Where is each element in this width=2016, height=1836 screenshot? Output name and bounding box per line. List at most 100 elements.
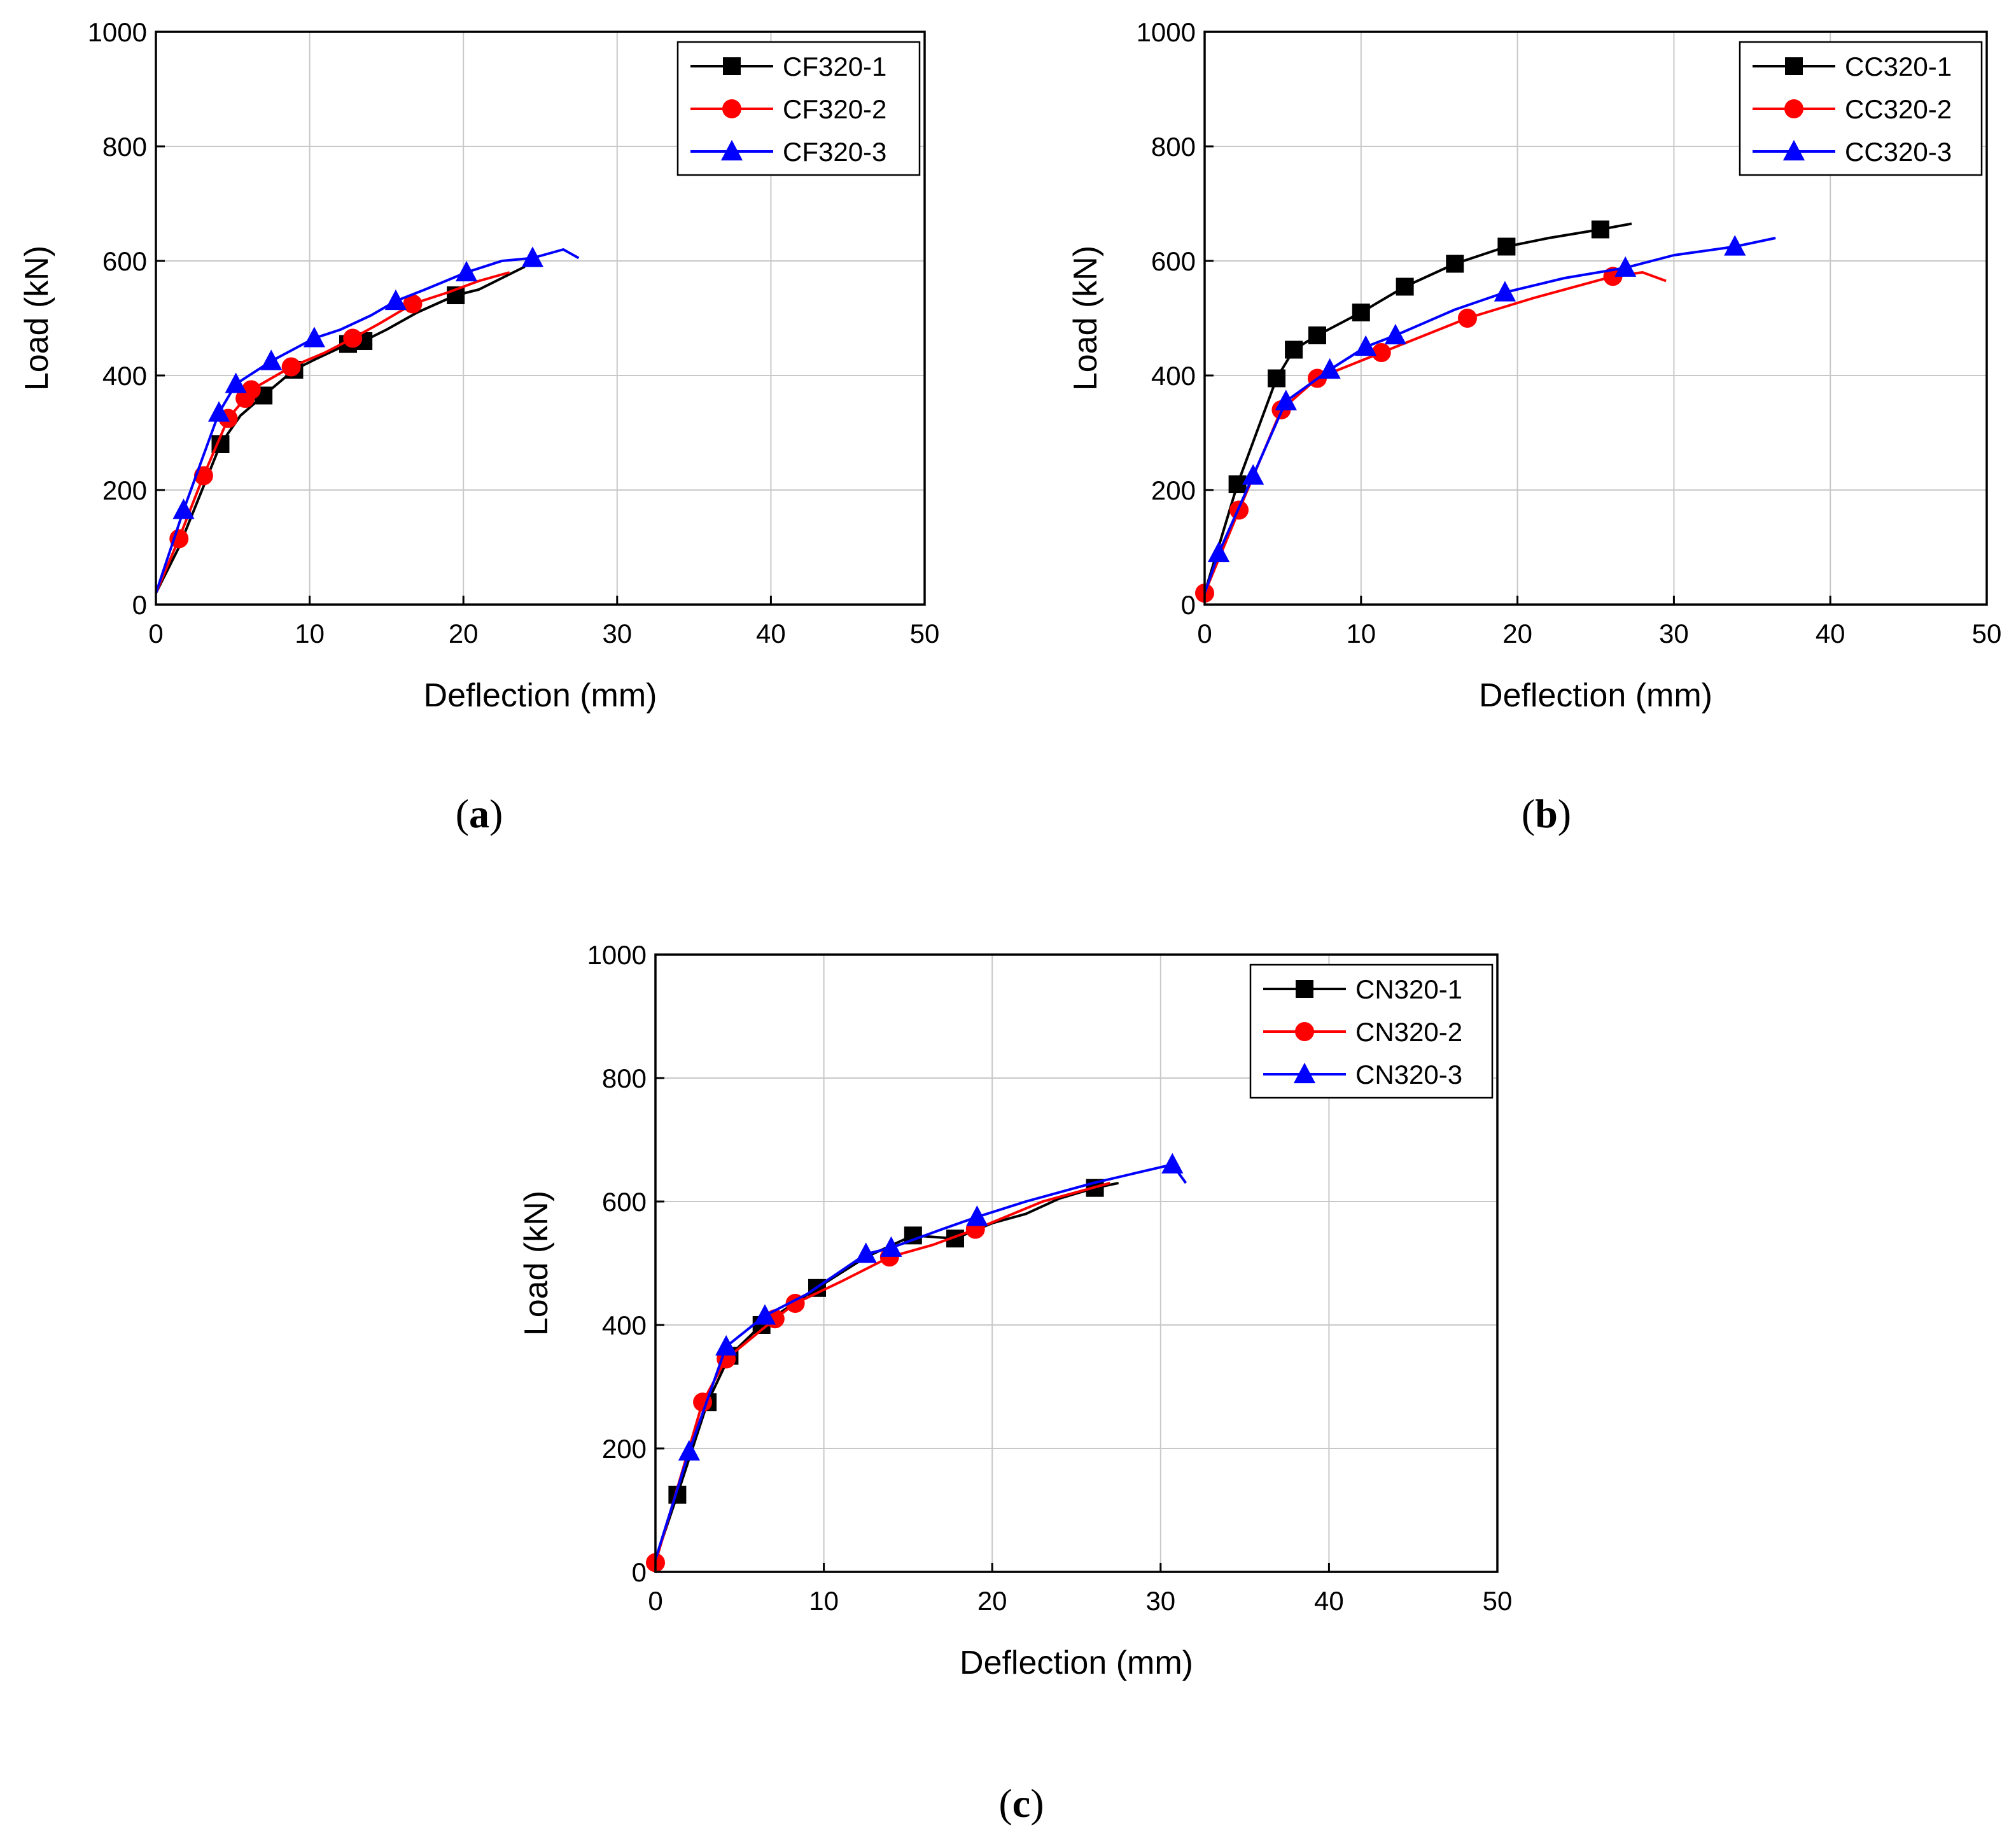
x-axis-label: Deflection (mm): [960, 1644, 1193, 1681]
data-point-CC320-1: [1352, 304, 1370, 321]
legend-marker-CF320-3: [720, 139, 743, 161]
panel-caption: (a): [456, 791, 503, 836]
data-point-CF320-3: [207, 401, 230, 422]
series-line-CC320-3: [1203, 237, 1776, 594]
data-point-CN320-3: [855, 1242, 877, 1263]
series-line-CF320-3: [155, 248, 580, 594]
x-tick-label: 50: [910, 619, 940, 648]
chart-panel-b: 0 10 20 30 40 50 0 200 400 600 800 1000 Deflection (…: [1067, 17, 2001, 836]
y-tick-label: 1000: [1137, 17, 1196, 47]
legend: CF320-1 CF320-2 CF320-3: [676, 41, 921, 176]
x-tick-label: 40: [1816, 619, 1845, 648]
data-point-CN320-3: [753, 1304, 776, 1325]
x-tick-label: 20: [1502, 619, 1532, 648]
data-point-CN320-3: [880, 1236, 902, 1257]
y-tick-label: 600: [602, 1187, 647, 1217]
plot-frame: [654, 953, 1499, 1573]
legend-label: CN320-3: [1355, 1060, 1462, 1090]
x-tick-label: 50: [1972, 619, 2002, 648]
legend-marker-CN320-3: [1293, 1062, 1316, 1084]
series-line-CC320-2: [1203, 271, 1667, 594]
data-point-CC320-3: [1494, 281, 1516, 302]
x-tick-label: 0: [648, 1586, 662, 1616]
data-point-CF320-3: [455, 260, 478, 282]
data-point-CC320-3: [1384, 323, 1406, 345]
y-tick-label: 200: [602, 1434, 647, 1464]
x-tick-label: 20: [449, 619, 479, 648]
legend-marker-CN320-1: [1296, 980, 1313, 998]
legend-marker-CN320-2: [1295, 1022, 1314, 1041]
data-point-CC320-1: [1446, 255, 1464, 273]
data-point-CC320-3: [1208, 541, 1230, 563]
x-axis-label: Deflection (mm): [424, 677, 657, 714]
x-tick-label: 30: [602, 619, 632, 648]
y-tick-label: 800: [602, 1063, 647, 1093]
x-tick-label: 20: [977, 1586, 1007, 1616]
y-axis-label: Load (kN): [518, 1191, 555, 1336]
data-point-CC320-3: [1242, 464, 1264, 485]
data-point-CC320-3: [1275, 389, 1297, 410]
series-line-CF320-1: [155, 265, 526, 594]
x-tick-label: 40: [756, 619, 786, 648]
data-point-CN320-3: [966, 1205, 988, 1226]
data-point-CN320-3: [678, 1440, 701, 1461]
plot-frame: [155, 31, 926, 606]
plot-frame: [1203, 31, 1988, 606]
data-point-CC320-1: [1285, 340, 1303, 359]
legend-marker-CF320-2: [722, 99, 741, 118]
y-tick-label: 400: [102, 361, 147, 391]
data-point-CF320-3: [521, 246, 544, 267]
x-tick-label: 0: [1197, 619, 1212, 648]
legend-marker-CC320-1: [1785, 57, 1803, 75]
y-axis-label: Load (kN): [18, 246, 55, 391]
panel-caption: (c): [998, 1781, 1044, 1826]
y-tick-label: 0: [132, 590, 147, 620]
x-tick-label: 50: [1483, 1586, 1513, 1616]
y-tick-label: 0: [1181, 590, 1196, 620]
data-point-CN320-3: [1161, 1153, 1184, 1174]
y-tick-label: 200: [102, 475, 147, 505]
legend-label: CN320-1: [1355, 974, 1462, 1004]
data-point-CF320-3: [225, 372, 247, 393]
y-tick-label: 600: [102, 246, 147, 276]
x-tick-label: 10: [1346, 619, 1376, 648]
data-point-CF320-3: [260, 349, 283, 370]
series-line-CF320-2: [155, 271, 510, 594]
data-point-CC320-1: [1497, 237, 1516, 256]
legend: CN320-1 CN320-2 CN320-3: [1249, 964, 1494, 1099]
legend-marker-CC320-2: [1784, 99, 1803, 118]
data-point-CF320-3: [303, 326, 325, 347]
x-tick-label: 30: [1145, 1586, 1175, 1616]
data-point-CC320-3: [1614, 256, 1637, 277]
y-tick-label: 1000: [587, 940, 647, 970]
data-point-CF320-2: [169, 529, 189, 549]
legend-label: CC320-2: [1845, 94, 1952, 124]
data-point-CF320-3: [384, 289, 407, 311]
x-tick-label: 10: [809, 1586, 839, 1616]
data-point-CN320-3: [715, 1335, 738, 1356]
data-point-CC320-1: [1308, 326, 1326, 344]
data-point-CC320-3: [1319, 358, 1341, 379]
legend-label: CF320-2: [783, 94, 886, 124]
x-tick-label: 10: [295, 619, 325, 648]
legend-label: CF320-3: [783, 137, 886, 167]
y-tick-label: 1000: [88, 17, 147, 47]
data-point-CC320-2: [1371, 343, 1391, 362]
series-line-CN320-2: [654, 1181, 1110, 1563]
x-tick-label: 0: [148, 619, 163, 648]
y-tick-label: 400: [1151, 361, 1196, 391]
data-point-CC320-1: [1268, 369, 1286, 388]
data-point-CC320-3: [1724, 235, 1746, 256]
data-point-CF320-3: [172, 498, 195, 519]
data-point-CF320-2: [241, 380, 261, 400]
x-axis-label: Deflection (mm): [1479, 677, 1712, 714]
data-point-CC320-3: [1355, 335, 1377, 356]
legend: CC320-1 CC320-2 CC320-3: [1739, 41, 1983, 176]
y-tick-label: 200: [1151, 475, 1196, 505]
data-point-CF320-2: [281, 357, 301, 377]
legend-label: CF320-1: [783, 52, 886, 81]
y-axis-label: Load (kN): [1067, 246, 1104, 391]
data-point-CF320-2: [343, 328, 363, 348]
chart-panel-c: 0 10 20 30 40 50 0 200 400 600 800 1000 Deflection (…: [518, 940, 1512, 1826]
